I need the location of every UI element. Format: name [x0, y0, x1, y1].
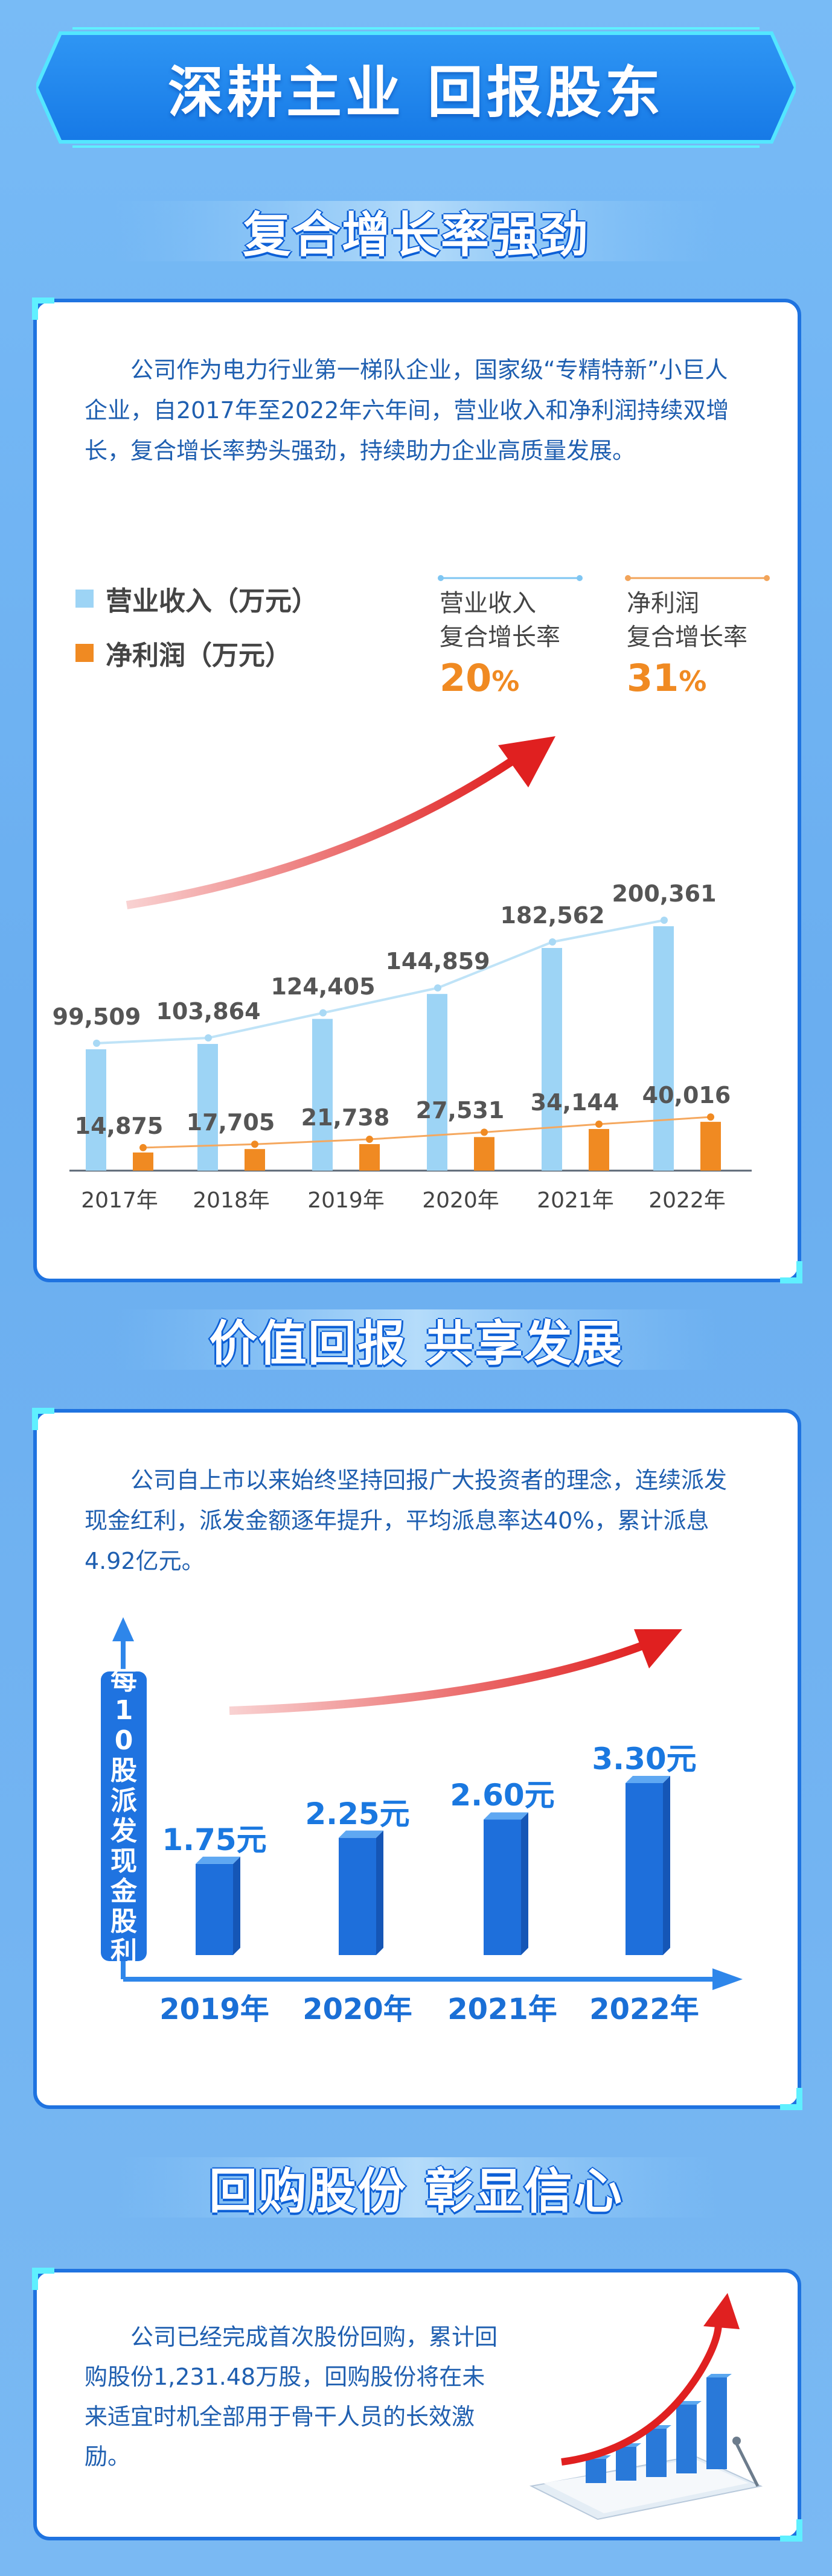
revenue-point	[93, 1039, 100, 1047]
stat-profit-label2: 复合增长率	[627, 623, 747, 651]
revenue-profit-chart	[69, 917, 752, 1172]
section2-title: 价值回报 共享发展	[209, 1315, 623, 1372]
revenue-data-label: 103,864	[156, 998, 261, 1025]
stat-revenue-value: 20%	[440, 654, 560, 705]
section1-title: 复合增长率强劲	[243, 207, 589, 263]
header-banner	[36, 27, 796, 148]
profit-data-label: 27,531	[415, 1097, 505, 1124]
x-tick-label: 2021年	[537, 1188, 614, 1213]
revenue-trend-line	[96, 919, 665, 1045]
section3-title: 回购股份 彰显信心	[209, 2163, 623, 2219]
section-title-bar	[115, 201, 718, 261]
card1-frame	[32, 297, 802, 1283]
revenue-bar	[427, 994, 447, 1171]
profit-bar	[474, 1137, 494, 1171]
section1-paragraph: 公司作为电力行业第一梯队企业，国家级“专精特新”小巨人企业，自2017年至202…	[85, 357, 729, 464]
x-tick-label: 2020年	[422, 1188, 499, 1213]
legend-label-profit: 净利润（万元）	[106, 640, 292, 671]
revenue-point	[205, 1034, 212, 1042]
profit-bar	[133, 1152, 153, 1171]
revenue-data-label: 200,361	[612, 880, 717, 907]
x-tick-label: 2022年	[648, 1188, 726, 1213]
stats-divider-lines	[438, 575, 770, 581]
stat-revenue-number: 20	[440, 656, 492, 700]
revenue-point	[549, 938, 556, 946]
x-tick-label: 2017年	[81, 1188, 158, 1213]
dividend-data-label: 2.60元	[450, 1778, 555, 1813]
revenue-bar	[542, 947, 562, 1171]
profit-point	[366, 1136, 373, 1143]
profit-point	[251, 1140, 258, 1148]
profit-data-label: 17,705	[186, 1109, 275, 1136]
dividend-x-tick-label: 2021年	[447, 1992, 557, 2026]
dividend-bar	[196, 1856, 240, 1955]
profit-data-label: 21,738	[301, 1104, 390, 1131]
section-title-bar	[115, 2157, 718, 2218]
profit-point	[139, 1143, 147, 1151]
revenue-bar	[653, 926, 674, 1171]
page-title: 深耕主业 回报股东	[167, 60, 665, 125]
dividend-ylabel: 每10股派发现金股利	[101, 1665, 147, 1967]
profit-bar	[359, 1144, 380, 1171]
dividend-data-label: 2.25元	[305, 1796, 410, 1831]
bar-illustration-icon	[529, 2293, 763, 2520]
profit-bar	[700, 1122, 721, 1171]
revenue-data-label: 99,509	[52, 1003, 141, 1030]
revenue-point	[661, 917, 668, 924]
profit-data-label: 14,875	[74, 1112, 164, 1139]
section2-paragraph: 公司自上市以来始终坚持回报广大投资者的理念，连续派发现金红利，派发金额逐年提升，…	[85, 1467, 728, 1574]
profit-trend-line	[142, 1116, 711, 1149]
stat-profit-cagr: 净利润 复合增长率 31%	[627, 587, 747, 705]
dividend-chart	[196, 1776, 670, 1955]
growth-arrow-icon	[126, 736, 555, 909]
dividend-bar	[339, 1830, 383, 1955]
stat-profit-label1: 净利润	[627, 590, 699, 617]
growth-arrow-2-icon	[229, 1629, 682, 1715]
section-title-bar	[115, 1309, 718, 1370]
revenue-point	[434, 984, 441, 992]
dividend-x-tick-label: 2020年	[302, 1992, 412, 2026]
stat-profit-value: 31%	[627, 654, 747, 705]
profit-bar	[589, 1128, 609, 1171]
profit-data-label: 34,144	[530, 1089, 619, 1116]
dividend-bar	[626, 1776, 670, 1955]
stat-revenue-label2: 复合增长率	[440, 623, 560, 651]
stat-revenue-unit: %	[491, 665, 520, 698]
profit-point	[595, 1120, 603, 1128]
revenue-data-label: 144,859	[385, 948, 490, 975]
dividend-x-tick-label: 2019年	[159, 1992, 269, 2026]
x-tick-label: 2019年	[307, 1188, 385, 1213]
dividend-x-tick-label: 2022年	[589, 1992, 699, 2026]
revenue-data-label: 182,562	[500, 902, 605, 929]
stat-revenue-cagr: 营业收入 复合增长率 20%	[440, 587, 560, 705]
legend-swatch-revenue	[75, 590, 94, 608]
legend-swatch-profit	[75, 644, 94, 662]
x-tick-label: 2018年	[193, 1188, 270, 1213]
legend-label-revenue: 营业收入（万元）	[106, 586, 318, 617]
profit-point	[481, 1128, 488, 1136]
legend-revenue: 营业收入（万元）	[75, 579, 318, 618]
dividend-data-label: 1.75元	[162, 1822, 267, 1857]
profit-data-label: 40,016	[642, 1082, 731, 1109]
stat-profit-number: 31	[627, 656, 679, 700]
stat-revenue-label1: 营业收入	[440, 590, 536, 617]
revenue-bar	[86, 1049, 106, 1171]
revenue-data-label: 124,405	[270, 973, 376, 1000]
dividend-data-label: 3.30元	[592, 1741, 697, 1776]
revenue-point	[319, 1009, 327, 1017]
profit-bar	[245, 1149, 265, 1171]
stat-profit-unit: %	[679, 665, 707, 698]
revenue-bar	[197, 1044, 218, 1171]
revenue-bar	[312, 1019, 333, 1171]
dividend-bar	[484, 1812, 528, 1955]
legend-profit: 净利润（万元）	[75, 634, 292, 672]
profit-point	[707, 1113, 714, 1121]
section3-paragraph: 公司已经完成首次股份回购，累计回购股份1,231.48万股，回购股份将在未来适宜…	[85, 2324, 498, 2470]
